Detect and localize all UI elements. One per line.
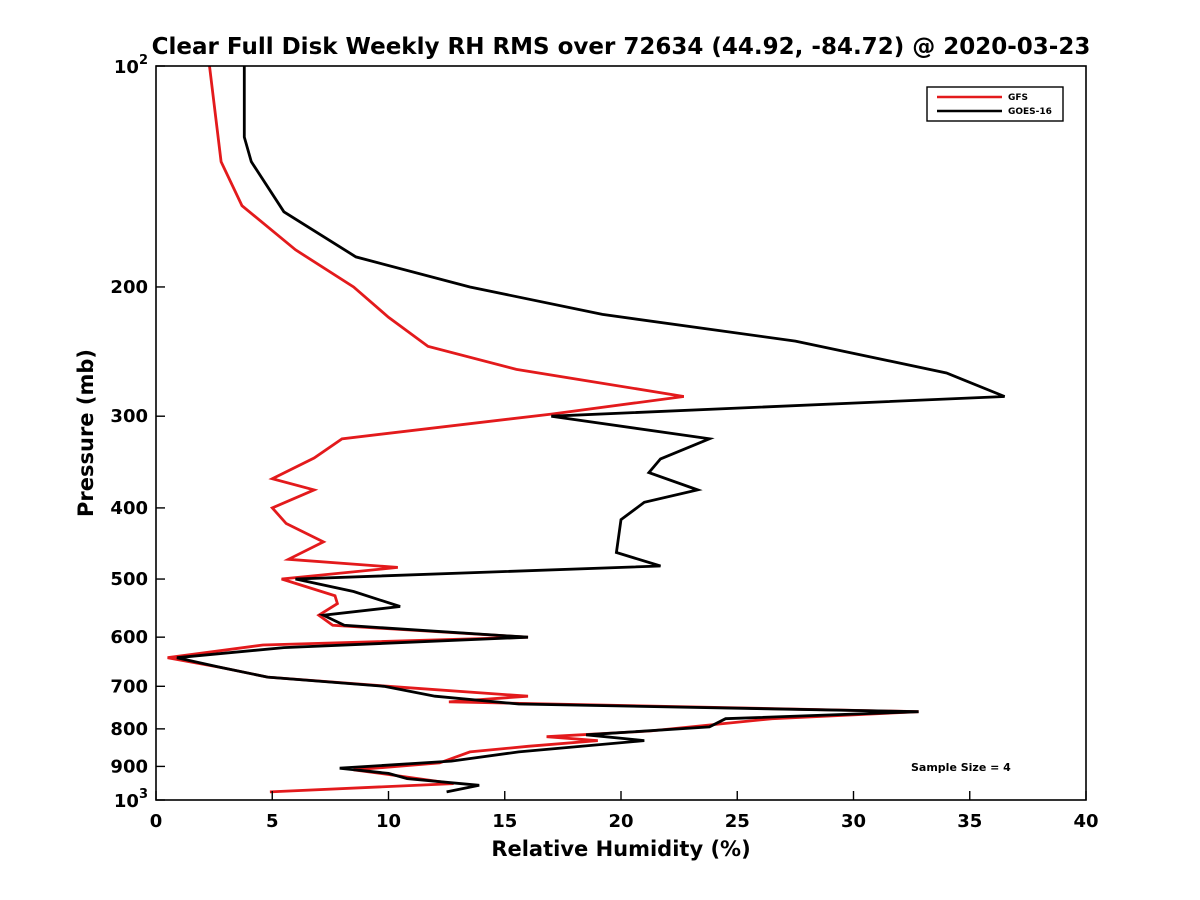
x-tick-label: 40 [1073, 811, 1098, 832]
y-axis-label: Pressure (mb) [74, 349, 98, 517]
legend-label-gfs: GFS [1008, 93, 1028, 103]
y-tick-label: 700 [110, 676, 148, 697]
y-tick-label: 300 [110, 406, 148, 427]
y-tick-label: 200 [110, 277, 148, 298]
y-tick-label-power: 103 [114, 787, 148, 812]
chart-title: Clear Full Disk Weekly RH RMS over 72634… [152, 34, 1091, 60]
x-tick-label: 0 [150, 811, 163, 832]
series-line-goes16 [176, 66, 1006, 794]
y-tick-label: 400 [110, 498, 148, 519]
series-line-gfs [167, 65, 919, 794]
x-tick-label: 30 [841, 811, 866, 832]
y-tick-label: 800 [110, 719, 148, 740]
y-tick-label-power: 102 [114, 53, 148, 78]
x-tick-label: 20 [608, 811, 633, 832]
y-tick-label: 900 [110, 756, 148, 777]
x-tick-label: 5 [266, 811, 279, 832]
x-tick-label: 25 [725, 811, 750, 832]
plot-frame [155, 65, 1087, 801]
x-tick-label: 10 [376, 811, 401, 832]
y-tick-label: 600 [110, 627, 148, 648]
x-tick-label: 35 [957, 811, 982, 832]
x-axis-label: Relative Humidity (%) [491, 837, 750, 861]
y-tick-label: 500 [110, 569, 148, 590]
legend: GFS GOES-16 [926, 86, 1064, 122]
legend-label-goes16: GOES-16 [1008, 107, 1052, 117]
x-tick-label: 15 [492, 811, 517, 832]
sample-size-annotation: Sample Size = 4 [911, 761, 1011, 774]
